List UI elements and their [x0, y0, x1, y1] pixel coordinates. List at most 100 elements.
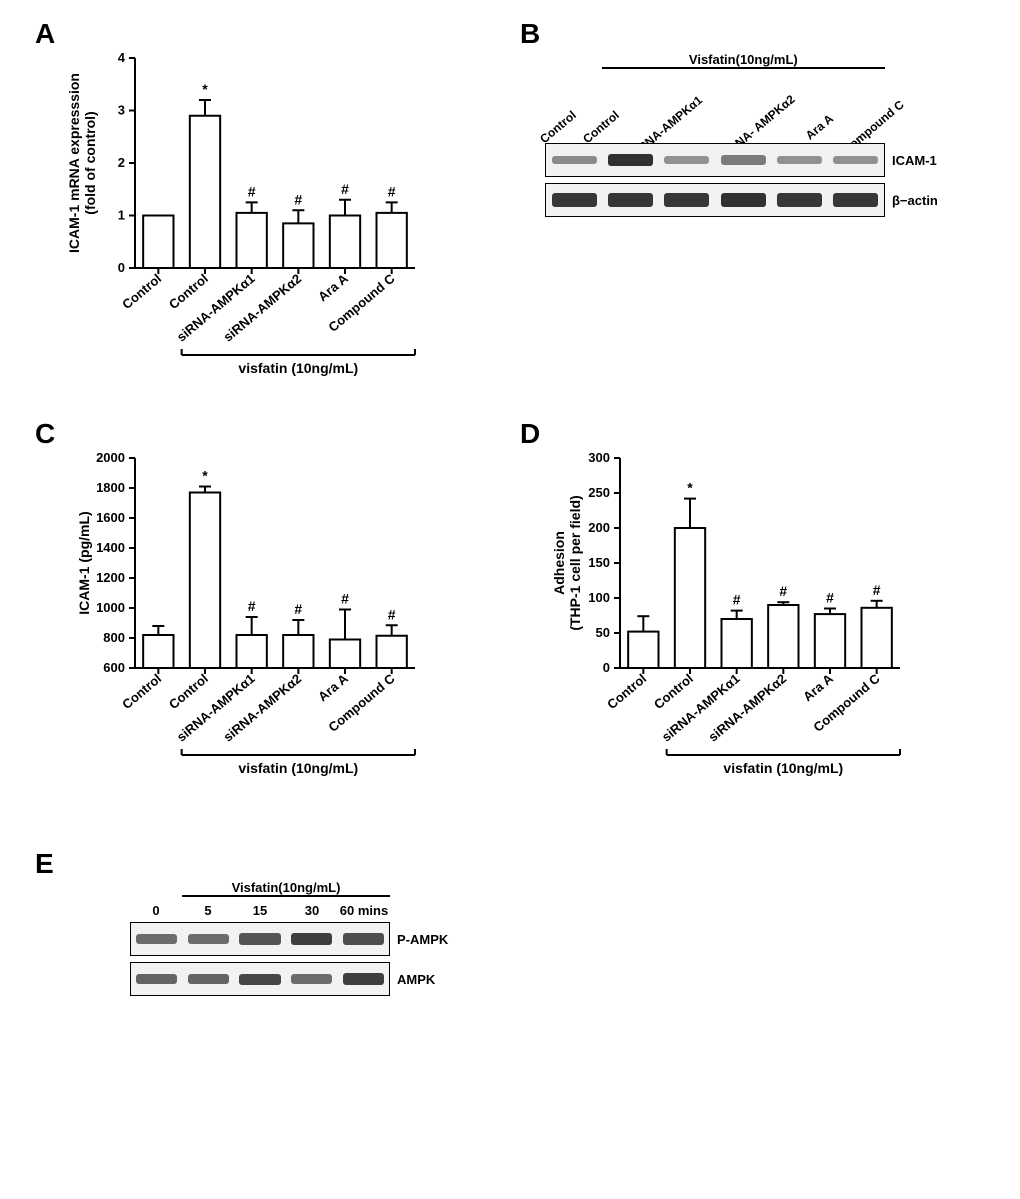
blot-lane [546, 184, 602, 216]
blot-band [777, 156, 822, 165]
blot-header-line [182, 895, 390, 897]
blot-lane [131, 963, 183, 995]
svg-text:800: 800 [103, 630, 125, 645]
blot-band [343, 973, 384, 984]
panel-d-chart: Adhesion(THP-1 cell per field)0501001502… [550, 448, 970, 818]
blot-band [777, 193, 822, 207]
blot-lane [183, 923, 235, 955]
svg-text:siRNA-AMPKα1: siRNA-AMPKα1 [174, 671, 258, 745]
blot-band [833, 156, 878, 165]
panel-e-blot: Visfatin(10ng/mL)05153060 minsP-AMPKAMPK [130, 880, 500, 1002]
blot-lane [234, 923, 286, 955]
svg-text:Control: Control [119, 671, 164, 712]
svg-text:Control: Control [166, 271, 211, 312]
svg-text:1600: 1600 [96, 510, 125, 525]
svg-text:Ara A: Ara A [800, 670, 836, 704]
blot-lane [337, 923, 389, 955]
svg-text:600: 600 [103, 660, 125, 675]
svg-text:150: 150 [588, 555, 610, 570]
svg-text:#: # [294, 601, 302, 617]
blot-lane-label: 15 [234, 903, 286, 918]
panel-c-chart: ICAM-1 (pg/mL)60080010001200140016001800… [65, 448, 485, 818]
svg-text:Control: Control [604, 671, 649, 712]
blot-band [833, 193, 878, 207]
svg-text:Control: Control [119, 271, 164, 312]
blot-lane-label: Ara A [803, 112, 840, 148]
blot-lane [715, 184, 771, 216]
panel-a-chart: ICAM-1 mRNA expresssion(fold of control)… [65, 48, 485, 418]
svg-text:4: 4 [118, 50, 126, 65]
blot-row-label: AMPK [389, 972, 435, 987]
svg-text:1400: 1400 [96, 540, 125, 555]
blot-lane [828, 144, 884, 176]
svg-text:(fold of control): (fold of control) [82, 111, 98, 214]
svg-text:3: 3 [118, 103, 125, 118]
blot-lane [286, 923, 338, 955]
blot-band [188, 974, 229, 984]
svg-text:50: 50 [596, 625, 610, 640]
blot-band [721, 155, 766, 164]
blot-lane [546, 144, 602, 176]
blot-band [608, 193, 653, 207]
blot-lane [234, 963, 286, 995]
svg-text:0: 0 [118, 260, 125, 275]
blot-row-label: P-AMPK [389, 932, 448, 947]
panel-b-label: B [520, 18, 540, 50]
blot-lane [828, 184, 884, 216]
blot-header-line [602, 67, 885, 69]
blot-row: AMPK [130, 962, 390, 996]
panel-d-label: D [520, 418, 540, 450]
blot-band [608, 154, 653, 166]
svg-text:ICAM-1 mRNA expresssion: ICAM-1 mRNA expresssion [66, 73, 82, 253]
svg-text:siRNA-AMPKα2: siRNA-AMPKα2 [220, 671, 304, 745]
blot-lane-label: 0 [130, 903, 182, 918]
blot-lane [286, 963, 338, 995]
svg-text:*: * [202, 81, 208, 97]
blot-lane-label: 60 mins [338, 903, 390, 918]
blot-lane-label: 30 [286, 903, 338, 918]
svg-text:300: 300 [588, 450, 610, 465]
blot-band [343, 933, 384, 945]
svg-text:Control: Control [651, 671, 696, 712]
svg-text:Control: Control [166, 671, 211, 712]
svg-text:#: # [341, 181, 349, 197]
svg-text:#: # [779, 583, 787, 599]
svg-text:0: 0 [603, 660, 610, 675]
panel-b-blot: Visfatin(10ng/mL)ControlControlsiRNA-AMP… [545, 52, 995, 223]
blot-band [664, 156, 709, 165]
svg-text:100: 100 [588, 590, 610, 605]
svg-text:#: # [388, 606, 396, 622]
blot-row: ICAM-1 [545, 143, 885, 177]
svg-text:250: 250 [588, 485, 610, 500]
blot-band [188, 934, 229, 945]
blot-lane [602, 144, 658, 176]
svg-text:Adhesion: Adhesion [551, 531, 567, 595]
blot-lane [659, 144, 715, 176]
svg-text:1200: 1200 [96, 570, 125, 585]
svg-text:Ara A: Ara A [315, 670, 351, 704]
svg-text:2000: 2000 [96, 450, 125, 465]
blot-band [552, 156, 597, 165]
svg-text:#: # [341, 591, 349, 607]
svg-text:1800: 1800 [96, 480, 125, 495]
blot-band [291, 974, 332, 984]
svg-text:200: 200 [588, 520, 610, 535]
svg-text:Ara A: Ara A [315, 270, 351, 304]
blot-lane [337, 963, 389, 995]
svg-text:*: * [687, 480, 693, 496]
svg-text:#: # [826, 590, 834, 606]
svg-text:siRNA-AMPKα1: siRNA-AMPKα1 [174, 271, 258, 345]
svg-text:1: 1 [118, 208, 125, 223]
svg-text:siRNA-AMPKα2: siRNA-AMPKα2 [220, 271, 304, 345]
blot-lane [602, 184, 658, 216]
blot-lane [771, 144, 827, 176]
svg-text:#: # [294, 191, 302, 207]
svg-text:#: # [388, 183, 396, 199]
blot-band [136, 934, 177, 945]
svg-text:ICAM-1 (pg/mL): ICAM-1 (pg/mL) [76, 511, 92, 614]
svg-text:visfatin (10ng/mL): visfatin (10ng/mL) [238, 360, 358, 376]
svg-text:2: 2 [118, 155, 125, 170]
blot-lane [659, 184, 715, 216]
blot-header-label: Visfatin(10ng/mL) [602, 52, 885, 67]
svg-text:visfatin (10ng/mL): visfatin (10ng/mL) [238, 760, 358, 776]
